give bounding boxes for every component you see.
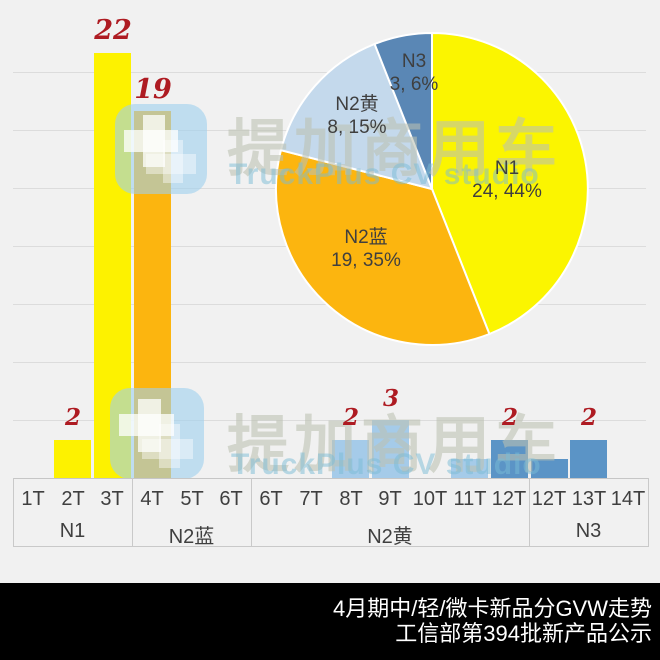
group-label-n2yellow: N2黄	[367, 526, 413, 548]
footer-title-bar: 4月期中/轻/微卡新品分GVW走势 工信部第394批新产品公示	[0, 583, 660, 660]
bar-12t-n3	[531, 459, 568, 478]
data-label-12t: 2	[501, 404, 518, 431]
pie-slice-n3	[373, 31, 433, 190]
pie-label-caption: 3, 6%	[389, 74, 439, 95]
pie-chart	[275, 31, 589, 346]
chart-subtitle-line2: 工信部第394批新产品公示	[395, 621, 652, 646]
tick-5t: 5T	[180, 488, 204, 510]
data-label-8t: 2	[342, 404, 359, 431]
bar-11t-n2yellow	[451, 459, 488, 478]
tick-9t: 9T	[378, 488, 402, 510]
axis-divider	[648, 478, 649, 547]
tick-4t: 4T	[140, 488, 164, 510]
bar-12t-n2yellow	[491, 440, 528, 478]
axis-divider	[132, 478, 133, 547]
tick-6t-a: 6T	[219, 488, 243, 510]
pie-slice-n1	[431, 31, 589, 336]
axis-divider	[251, 478, 252, 547]
tick-13t: 13T	[571, 488, 607, 510]
bar-2t-n1	[54, 440, 91, 478]
gridline	[13, 420, 646, 421]
axis-divider	[529, 478, 530, 547]
tick-6t-b: 6T	[259, 488, 283, 510]
gridline	[13, 362, 646, 363]
pie-label-caption: 24, 44%	[472, 181, 542, 202]
axis-bottom-line	[13, 546, 648, 547]
tick-3t: 3T	[100, 488, 124, 510]
tick-10t: 10T	[412, 488, 448, 510]
bar-13t-n3	[570, 440, 607, 478]
pie-label-name: N2黄	[335, 94, 379, 115]
bar-8t-n2yellow	[332, 440, 369, 478]
tick-2t: 2T	[61, 488, 85, 510]
group-label-n1: N1	[59, 520, 86, 542]
pie-label-caption: 19, 35%	[331, 250, 401, 271]
tick-1t: 1T	[21, 488, 45, 510]
pie-label-caption: 8, 15%	[327, 117, 387, 138]
axis-divider	[13, 478, 14, 547]
tick-12t-a: 12T	[491, 488, 527, 510]
tick-7t: 7T	[299, 488, 323, 510]
data-label-4t: 19	[134, 74, 172, 105]
pie-label-name: N2蓝	[344, 227, 388, 248]
pie-label-name: N1	[494, 158, 520, 179]
pie-slice-n2yellow	[279, 42, 434, 191]
x-axis-line	[13, 478, 648, 479]
bar-9t-n2yellow	[372, 420, 409, 478]
data-label-3t: 22	[94, 15, 132, 46]
pie-slice-n2blue	[275, 148, 491, 346]
pie-label-n2yellow: N2黄 8, 15%	[295, 93, 419, 139]
chart-title-line1: 4月期中/轻/微卡新品分GVW走势	[332, 596, 652, 621]
data-label-2t: 2	[64, 404, 81, 431]
data-label-9t: 3	[382, 385, 399, 412]
pie-label-name: N3	[401, 51, 427, 72]
tick-11t: 11T	[453, 488, 487, 510]
bar-4t-n2blue	[134, 111, 171, 478]
pie-label-n2blue: N2蓝 19, 35%	[304, 226, 428, 272]
group-label-n2blue: N2蓝	[168, 526, 215, 548]
pie-label-n3: N3 3, 6%	[352, 50, 476, 96]
tick-8t: 8T	[339, 488, 363, 510]
group-label-n3: N3	[575, 520, 602, 542]
tick-14t: 14T	[610, 488, 646, 510]
tick-12t-b: 12T	[531, 488, 567, 510]
data-label-13t: 2	[580, 404, 597, 431]
pie-label-n1: N1 24, 44%	[445, 157, 569, 203]
